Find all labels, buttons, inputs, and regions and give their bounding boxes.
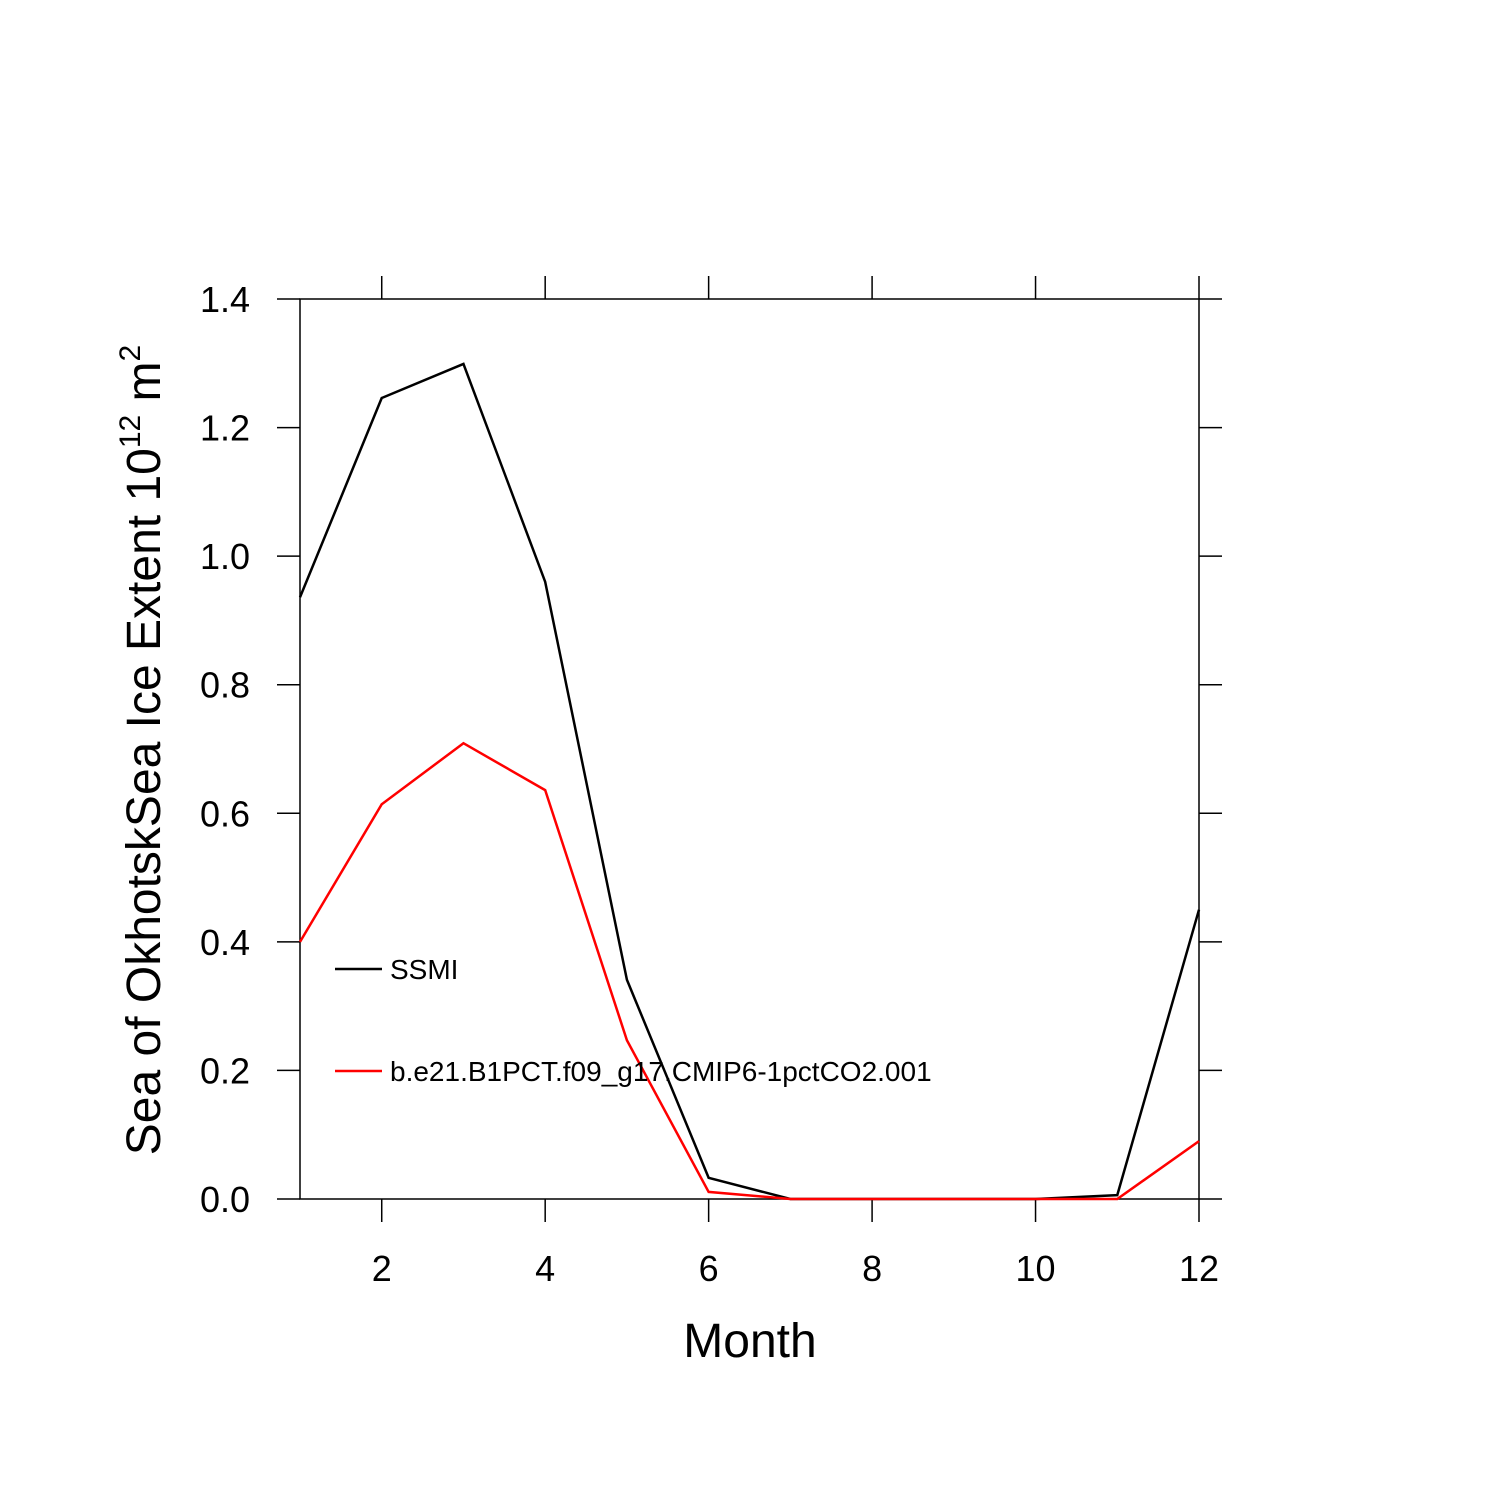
y-tick-label: 1.0	[200, 536, 250, 577]
x-axis-label: Month	[683, 1315, 816, 1368]
legend-label: b.e21.B1PCT.f09_g17.CMIP6-1pctCO2.001	[390, 1056, 932, 1087]
y-label-unit	[118, 401, 171, 414]
series-line	[298, 741, 1200, 1201]
plot-frame	[299, 298, 1200, 1200]
y-tick-label: 1.2	[200, 408, 250, 449]
legend-label: SSMI	[390, 954, 458, 985]
y-tick-label: 0.8	[200, 665, 250, 706]
y-label-text: Sea of OkhotskSea Ice Extent 10	[118, 448, 171, 1155]
x-tick-label: 8	[862, 1248, 882, 1289]
y-tick-label: 0.4	[200, 922, 250, 963]
y-axis-label: Sea of OkhotskSea Ice Extent 1012 m2	[114, 345, 171, 1155]
y-tick-label: 0.2	[200, 1050, 250, 1091]
y-label-unit-exponent: 2	[114, 345, 147, 362]
y-label-unit: m	[118, 361, 171, 401]
x-tick-label: 2	[372, 1248, 392, 1289]
y-tick-label: 1.4	[200, 279, 250, 320]
x-tick-label: 6	[699, 1248, 719, 1289]
y-tick-label: 0.0	[200, 1179, 250, 1220]
x-tick-label: 4	[535, 1248, 555, 1289]
x-tick-label: 12	[1179, 1248, 1219, 1289]
y-label-exponent: 12	[114, 415, 147, 448]
x-tick-label: 10	[1016, 1248, 1056, 1289]
y-tick-label: 0.6	[200, 793, 250, 834]
